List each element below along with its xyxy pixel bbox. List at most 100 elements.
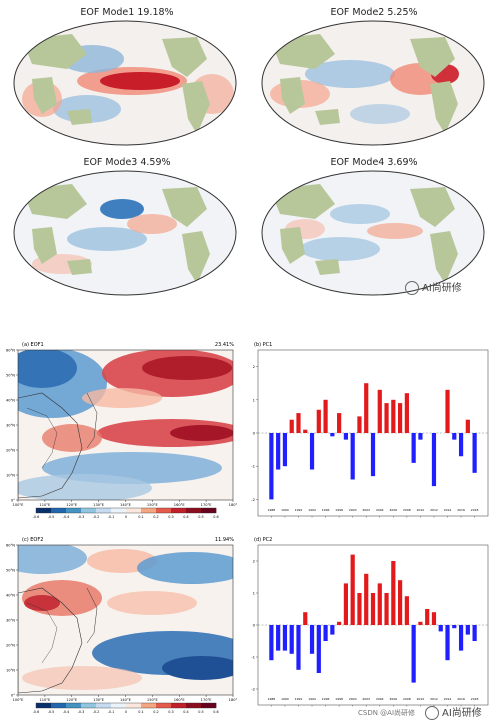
watermark-text-bottom: AI尚研修: [442, 708, 482, 719]
pc1-y-tick-label: 0: [253, 431, 256, 436]
eof1-colorbar-tick-label: -0.5: [48, 515, 55, 519]
eof2-colorbar-segment: [111, 703, 127, 708]
map2-title: EOF Mode2 5.25%: [330, 7, 418, 18]
eof1-x-tick-label: 100°E: [13, 503, 25, 507]
map1-title: EOF Mode1 19.18%: [80, 7, 174, 18]
eof1-colorbar-tick-label: 0: [125, 515, 127, 519]
eof2-y-tick-label: 40°N: [6, 594, 15, 598]
eof2-colorbar-tick-label: 0.2: [153, 710, 158, 714]
eof2-colorbar-segment: [96, 703, 112, 708]
eof2-colorbar-tick-label: -0.1: [108, 710, 115, 714]
pc1-x-tick-label: 1990: [281, 508, 289, 512]
eof1-x-ticks: 100°E 110°E 120°E 130°E 140°E 150°E 160°E 170°E…: [13, 500, 238, 507]
eof2-colorbar-tick-label: 0.3: [168, 710, 173, 714]
eof1-x-tick-label: 130°E: [93, 503, 105, 507]
pc2-bar: [458, 625, 464, 651]
pc2-bar: [337, 621, 342, 625]
eof1-y-tick-label: 30°N: [6, 424, 15, 428]
pc2-x-tick-label: 2004: [376, 697, 384, 701]
eof-mode1-map: [13, 20, 237, 146]
pc1-bar: [431, 433, 437, 487]
pc1-bar: [303, 429, 308, 433]
pc1-y-ticks: -2 -1 0 1 2: [251, 364, 258, 502]
eof1-y-tick-label: 60°N: [6, 349, 15, 353]
pc1-bar: [269, 433, 274, 500]
eof1-colorbar-segment: [156, 508, 172, 513]
eof1-colorbar: -0.6 -0.5 -0.4 -0.3 -0.2 -0.1 0 0.1 0.2 0.3 0.4 0.5…: [33, 507, 219, 519]
pc1-bar: [377, 389, 382, 433]
pc2-bar: [465, 625, 470, 635]
watermark-bottom: AI尚研修: [425, 704, 482, 720]
pc1-x-tick-label: 2016: [457, 508, 465, 512]
eof1-x-tick-label: 110°E: [39, 503, 51, 507]
eof2-colorbar: -0.6 -0.5 -0.4 -0.3 -0.2 -0.1 0 0.1 0.2 0.3 0.4 0.5…: [33, 702, 219, 714]
pc1-bar: [404, 393, 409, 433]
eof-mode4-map: [261, 170, 485, 296]
pc2-bar: [350, 554, 355, 625]
pc2-bar: [357, 593, 362, 625]
pc2-bar: [431, 612, 437, 625]
pc1-bar: [282, 433, 288, 467]
pc2-bar: [370, 593, 376, 625]
eof1-y-tick-label: 40°N: [6, 399, 15, 403]
pc2-bar: [418, 621, 423, 625]
eof2-colorbar-tick-label: 0: [125, 710, 127, 714]
eof2-colorbar-segment: [36, 703, 52, 708]
eof2-colorbar-tick-label: -0.5: [48, 710, 55, 714]
pc2-bar: [316, 625, 321, 673]
eof1-x-tick-label: 160°E: [174, 503, 186, 507]
pc2-bar: [289, 625, 294, 654]
pc2-bar: [330, 625, 335, 635]
pc2-bar: [296, 625, 301, 670]
pc1-x-tick-label: 1988: [268, 508, 276, 512]
pc1-x-tick-label: 2010: [417, 508, 425, 512]
pc1-panel: (b) PC1 -2 -1 0 1 2 1988 1990 1992 1994 1996 1998…: [251, 342, 489, 518]
pc2-x-tick-label: 2000: [349, 697, 357, 701]
eof1-y-tick-label: 10°N: [6, 474, 15, 478]
wechat-icon-bottom: [425, 706, 439, 720]
pc2-x-tick-label: 1998: [335, 697, 343, 701]
pc1-bar: [323, 399, 328, 433]
eof2-colorbar-segment: [141, 703, 157, 708]
pc1-x-ticks: 1988 1990 1992 1994 1996 1998 2000 2002 2004 2006…: [268, 508, 479, 518]
eof2-y-ticks: 0° 10°N 20°N 30°N 40°N 50°N 60°N: [6, 544, 18, 698]
eof1-y-tick-label: 20°N: [6, 449, 15, 453]
eof2-field: [18, 545, 233, 695]
pc2-bar: [364, 573, 369, 625]
pc1-x-tick-label: 2004: [376, 508, 384, 512]
eof2-x-tick-label: 160°E: [174, 698, 186, 702]
eof2-x-tick-label: 150°E: [147, 698, 159, 702]
pc2-bar: [391, 561, 396, 625]
eof2-colorbar-segment: [201, 703, 217, 708]
pc1-x-tick-label: 2014: [444, 508, 452, 512]
eof1-x-tick-label: 180°: [229, 503, 238, 507]
eof1-colorbar-segment: [126, 508, 142, 513]
pc1-bars: [258, 383, 488, 500]
eof1-colorbar-tick-label: -0.3: [78, 515, 85, 519]
eof2-colorbar-tick-label: 0.5: [198, 710, 203, 714]
eof2-colorbar-segment: [66, 703, 82, 708]
eof2-x-tick-label: 130°E: [93, 698, 105, 702]
pc2-bars: [258, 554, 488, 683]
pc2-x-tick-label: 2010: [417, 697, 425, 701]
pc2-bar: [397, 580, 403, 625]
eof2-panel: (c) EOF2 11.94% 0° 10°N 20°N 30°N 40°N 50°N 60…: [6, 537, 238, 714]
pc1-bar: [296, 413, 301, 433]
pc2-x-tick-label: 2014: [444, 697, 452, 701]
pc1-bar: [370, 433, 376, 477]
eof2-colorbar-tick-label: 0.6: [213, 710, 218, 714]
watermark-top: AI尚研修: [405, 279, 462, 295]
pc2-x-tick-label: 2006: [390, 697, 398, 701]
eof2-colorbar-tick-label: 0.4: [183, 710, 188, 714]
pc1-x-tick-label: 1994: [308, 508, 316, 512]
eof1-colorbar-segment: [36, 508, 52, 513]
csdn-credit: CSDN @AI尚研修: [358, 709, 416, 717]
eof1-colorbar-tick-label: -0.1: [108, 515, 115, 519]
eof-mode3-map: [13, 170, 237, 296]
eof2-colorbar-tick-label: -0.3: [78, 710, 85, 714]
eof1-colorbar-segment: [66, 508, 82, 513]
pc1-x-tick-label: 2012: [430, 508, 438, 512]
pc2-bar: [282, 625, 288, 651]
pc2-x-tick-label: 1996: [322, 697, 330, 701]
eof2-x-ticks: 100°E 110°E 120°E 130°E 140°E 150°E 160°E 170°E…: [13, 695, 238, 702]
